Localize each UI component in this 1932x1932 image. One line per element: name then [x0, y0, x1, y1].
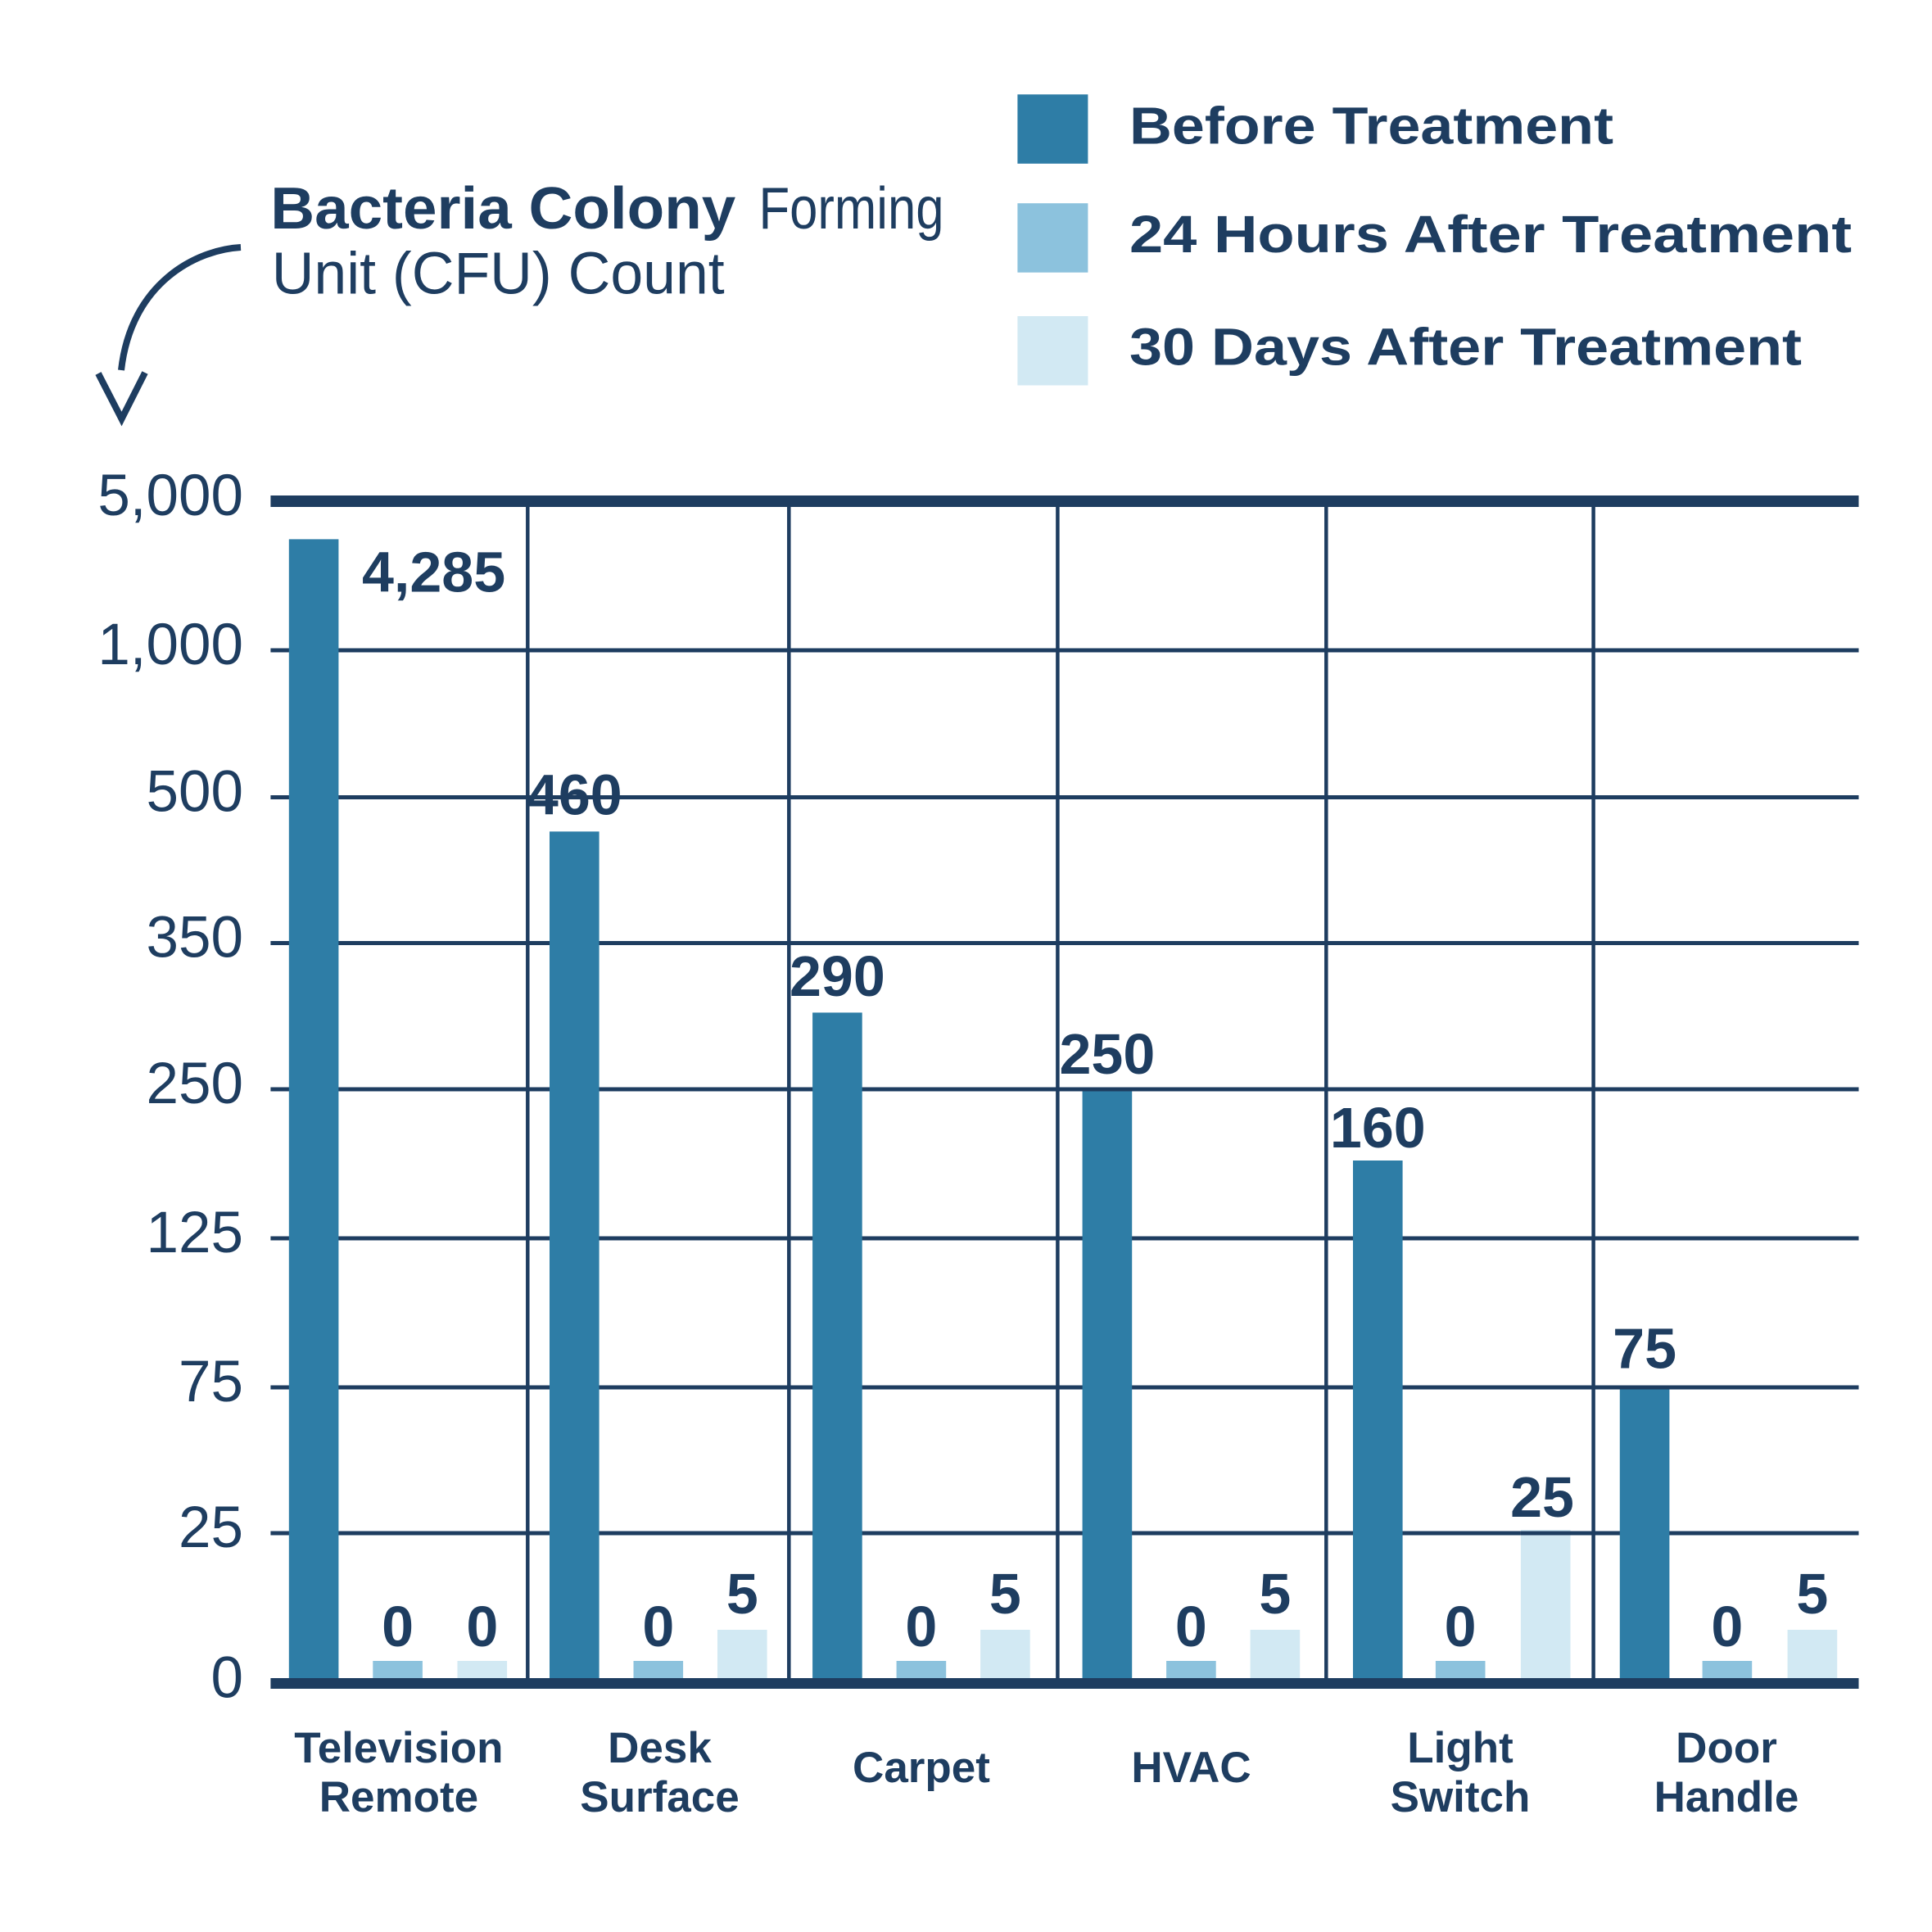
svg-text:5,000: 5,000 — [97, 464, 243, 528]
svg-text:Door: Door — [1676, 1724, 1777, 1772]
svg-text:5: 5 — [1259, 1562, 1291, 1626]
svg-text:0: 0 — [1445, 1595, 1477, 1658]
svg-text:Remote: Remote — [319, 1773, 478, 1821]
svg-text:Bacteria Colony: Bacteria Colony — [270, 176, 735, 242]
svg-text:Handle: Handle — [1654, 1773, 1799, 1821]
svg-text:160: 160 — [1330, 1096, 1426, 1160]
svg-text:Light: Light — [1407, 1724, 1513, 1772]
svg-text:0: 0 — [1711, 1595, 1743, 1658]
svg-text:5: 5 — [726, 1562, 758, 1626]
svg-text:Unit (CFU) Count: Unit (CFU) Count — [272, 241, 725, 306]
svg-text:0: 0 — [211, 1646, 244, 1711]
svg-text:5: 5 — [989, 1562, 1021, 1626]
svg-text:350: 350 — [147, 906, 243, 971]
svg-text:0: 0 — [905, 1595, 937, 1658]
svg-text:0: 0 — [1175, 1595, 1207, 1658]
svg-text:HVAC: HVAC — [1131, 1744, 1251, 1792]
svg-text:250: 250 — [147, 1052, 243, 1116]
svg-text:1,000: 1,000 — [97, 613, 243, 677]
svg-text:24 Hours After Treatment: 24 Hours After Treatment — [1129, 205, 1852, 264]
svg-text:5: 5 — [1796, 1562, 1828, 1626]
svg-text:25: 25 — [1510, 1465, 1574, 1529]
svg-text:Forming: Forming — [759, 176, 944, 242]
svg-text:Switch: Switch — [1391, 1773, 1531, 1821]
svg-text:4,285: 4,285 — [362, 540, 505, 604]
svg-text:0: 0 — [466, 1595, 498, 1658]
svg-text:0: 0 — [642, 1595, 674, 1658]
svg-text:500: 500 — [147, 760, 243, 825]
svg-text:Before Treatment: Before Treatment — [1129, 97, 1613, 156]
svg-text:75: 75 — [1613, 1316, 1676, 1380]
svg-text:Television: Television — [294, 1724, 503, 1772]
svg-text:460: 460 — [527, 763, 622, 827]
svg-text:75: 75 — [179, 1350, 243, 1414]
svg-text:125: 125 — [147, 1201, 243, 1265]
svg-text:25: 25 — [179, 1495, 243, 1560]
svg-text:0: 0 — [382, 1595, 414, 1658]
svg-text:30 Days After Treatment: 30 Days After Treatment — [1129, 318, 1802, 377]
svg-text:Carpet: Carpet — [853, 1744, 990, 1792]
svg-text:290: 290 — [790, 944, 885, 1008]
svg-text:Desk: Desk — [608, 1724, 712, 1772]
svg-text:250: 250 — [1060, 1022, 1156, 1086]
svg-text:Surface: Surface — [580, 1773, 739, 1821]
